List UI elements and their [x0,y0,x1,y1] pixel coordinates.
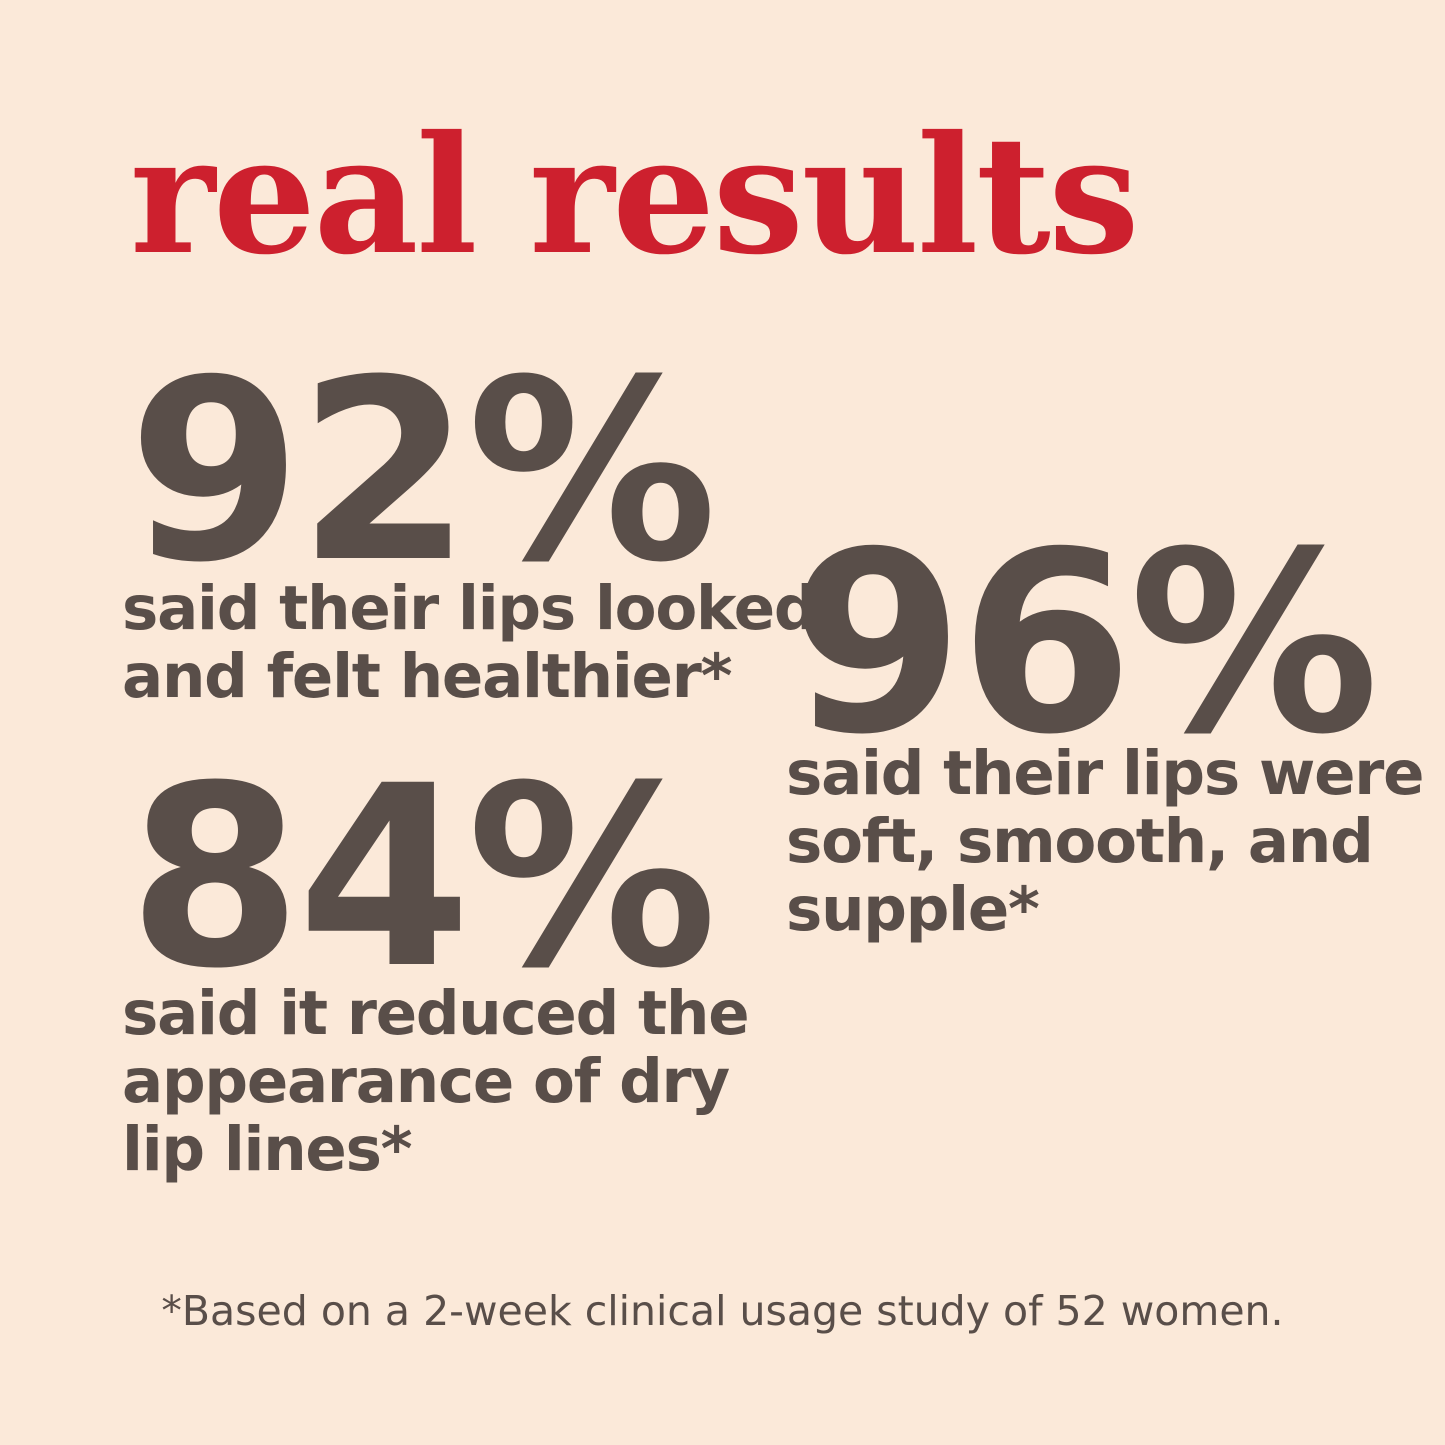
clinical-study-footnote: *Based on a 2-week clinical usage study … [161,1287,1284,1335]
stat-caption-84-percent: said it reduced the appearance of dry li… [122,978,750,1185]
stat-value-84-percent: 84% [128,732,717,1023]
stat-caption-92-percent: said their lips looked and felt healthie… [122,573,818,712]
stat-caption-96-percent: said their lips were soft, smooth, and s… [786,738,1425,945]
stat-value-96-percent: 96% [790,498,1379,789]
page-title: real results [130,101,1140,291]
stat-value-92-percent: 92% [128,326,717,617]
